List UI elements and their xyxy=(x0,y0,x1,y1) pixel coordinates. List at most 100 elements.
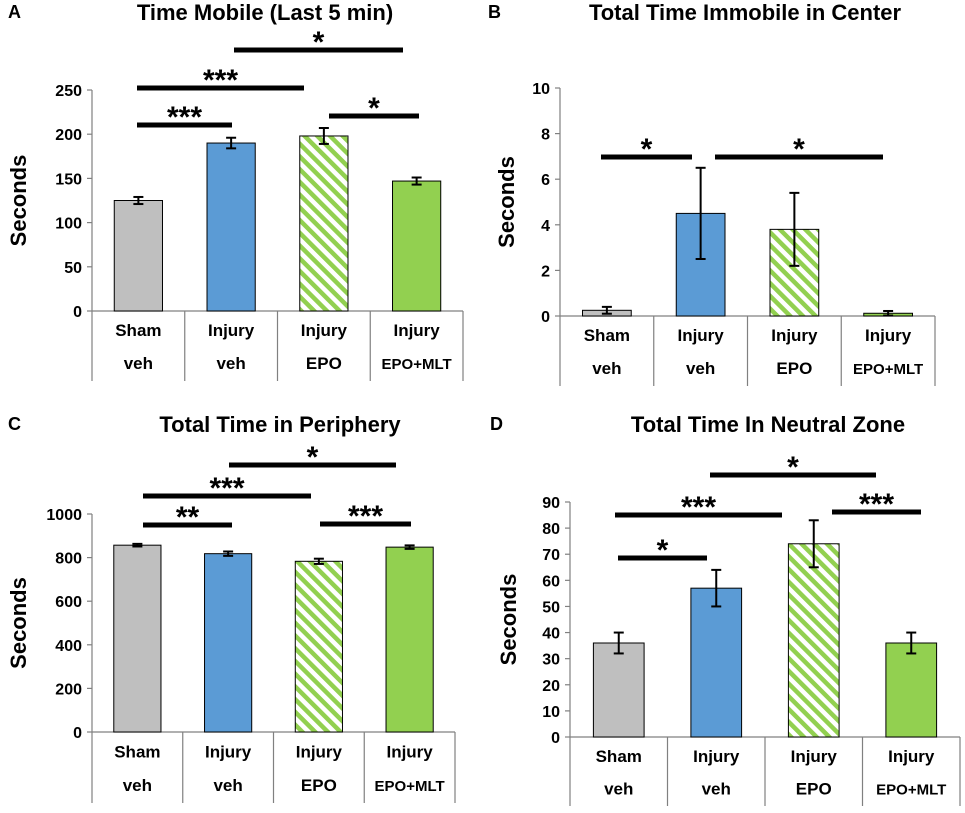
category-label-line1: Injury xyxy=(771,326,818,345)
bar-1 xyxy=(206,142,256,312)
category-label-line1: Injury xyxy=(393,321,440,340)
category-label-line1: Injury xyxy=(386,743,433,762)
category-label-line1: Injury xyxy=(888,747,935,766)
significance-stars: *** xyxy=(203,64,238,97)
y-tick-label: 80 xyxy=(542,521,560,538)
y-tick-label: 8 xyxy=(541,127,550,144)
y-tick-label: 200 xyxy=(55,127,82,144)
y-tick-label: 100 xyxy=(55,216,82,233)
category-label-line2: veh xyxy=(604,779,633,798)
y-tick-label: 6 xyxy=(541,172,550,189)
panel-label: C xyxy=(8,414,21,434)
category-label-line1: Injury xyxy=(208,321,255,340)
y-tick-label: 60 xyxy=(542,573,560,590)
panel-label: D xyxy=(490,414,503,434)
y-tick-label: 70 xyxy=(542,547,560,564)
y-axis-label: Seconds xyxy=(6,155,31,247)
significance-stars: * xyxy=(313,26,325,59)
y-axis-label: Seconds xyxy=(6,577,31,669)
y-tick-label: 200 xyxy=(55,681,82,698)
category-label-line1: Sham xyxy=(596,747,642,766)
category-label-line2: veh xyxy=(124,354,153,373)
y-tick-label: 30 xyxy=(542,652,560,669)
y-tick-label: 600 xyxy=(55,594,82,611)
chart-title: Total Time In Neutral Zone xyxy=(631,412,905,437)
y-tick-label: 0 xyxy=(73,304,82,321)
y-tick-label: 800 xyxy=(55,551,82,568)
category-label-line1: Injury xyxy=(301,321,348,340)
bar-3 xyxy=(385,546,434,733)
category-label-line1: Injury xyxy=(205,743,252,762)
bar-2 xyxy=(787,543,840,738)
y-tick-label: 40 xyxy=(542,626,560,643)
category-label-line1: Injury xyxy=(693,747,740,766)
significance-stars: *** xyxy=(859,488,894,521)
y-tick-label: 50 xyxy=(64,260,82,277)
bar-1 xyxy=(690,587,743,738)
category-label-line1: Sham xyxy=(115,321,161,340)
category-label-line2: EPO+MLT xyxy=(382,356,452,373)
significance-stars: * xyxy=(307,441,319,474)
y-tick-label: 50 xyxy=(542,599,560,616)
significance-stars: *** xyxy=(681,491,716,524)
significance-stars: * xyxy=(657,534,669,567)
y-tick-label: 150 xyxy=(55,171,82,188)
significance-stars: * xyxy=(641,133,653,166)
bar-3 xyxy=(392,180,442,312)
y-axis-label: Seconds xyxy=(494,156,519,248)
chart-title: Total Time Immobile in Center xyxy=(589,0,902,25)
category-label-line2: EPO xyxy=(306,354,342,373)
category-label-line1: Injury xyxy=(791,747,838,766)
chart-title: Time Mobile (Last 5 min) xyxy=(137,0,393,25)
category-label-line1: Injury xyxy=(677,326,724,345)
chart-title: Total Time in Periphery xyxy=(159,412,401,437)
bar-0 xyxy=(113,200,163,312)
bar-1 xyxy=(204,553,253,733)
category-label-line2: veh xyxy=(123,776,152,795)
category-label-line1: Injury xyxy=(296,743,343,762)
chart-panel-c: C Total Time in Periphery Seconds 0 200 400 60… xyxy=(6,412,456,803)
y-tick-label: 250 xyxy=(55,83,82,100)
y-tick-label: 400 xyxy=(55,638,82,655)
bar-2 xyxy=(299,135,349,312)
category-label-line2: veh xyxy=(702,779,731,798)
chart-panel-b: B Total Time Immobile in Center Seconds 0 2 4… xyxy=(488,0,936,386)
category-label-line1: Injury xyxy=(865,326,912,345)
bar-0 xyxy=(113,544,162,733)
category-label-line2: veh xyxy=(686,359,715,378)
category-label-line2: EPO xyxy=(301,776,337,795)
category-label-line2: EPO xyxy=(776,359,812,378)
significance-stars: *** xyxy=(348,500,383,533)
y-tick-label: 1000 xyxy=(46,507,82,524)
category-label-line1: Sham xyxy=(114,743,160,762)
y-tick-label: 10 xyxy=(542,704,560,721)
significance-stars: * xyxy=(793,133,805,166)
y-tick-label: 0 xyxy=(73,725,82,742)
category-label-line2: EPO xyxy=(796,779,832,798)
category-label-line2: EPO+MLT xyxy=(853,361,923,378)
y-tick-label: 0 xyxy=(541,309,550,326)
category-label-line2: veh xyxy=(213,776,242,795)
significance-stars: *** xyxy=(167,101,202,134)
category-label-line2: veh xyxy=(216,354,245,373)
y-tick-label: 10 xyxy=(532,81,550,98)
significance-stars: * xyxy=(787,451,799,484)
y-tick-label: 0 xyxy=(551,730,560,747)
y-tick-label: 90 xyxy=(542,495,560,512)
chart-panel-d: D Total Time In Neutral Zone Seconds 0 10 20 3… xyxy=(490,412,961,806)
panel-label: A xyxy=(8,2,21,22)
y-axis-label: Seconds xyxy=(496,574,521,666)
category-label-line2: EPO+MLT xyxy=(876,781,946,798)
significance-stars: ** xyxy=(176,501,200,534)
category-label-line2: veh xyxy=(592,359,621,378)
bar-3 xyxy=(885,642,938,738)
y-tick-label: 2 xyxy=(541,263,550,280)
y-tick-label: 20 xyxy=(542,678,560,695)
y-tick-label: 4 xyxy=(541,218,550,235)
category-label-line2: EPO+MLT xyxy=(375,778,445,795)
bar-0 xyxy=(592,642,645,738)
significance-stars: * xyxy=(368,92,380,125)
chart-panel-a: A Time Mobile (Last 5 min) Seconds 0 50 100 15… xyxy=(6,0,464,381)
category-label-line1: Sham xyxy=(584,326,630,345)
